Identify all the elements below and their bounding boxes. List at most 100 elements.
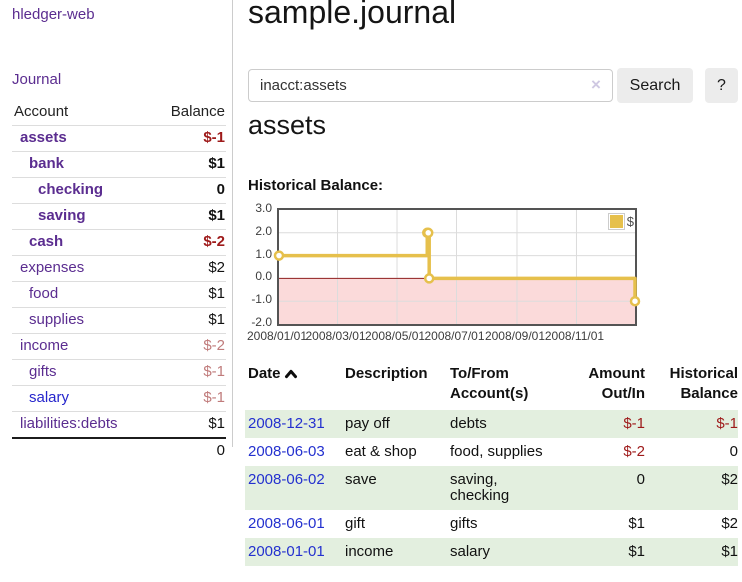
register-col-date[interactable]: Date bbox=[245, 362, 342, 410]
account-balance: 0 bbox=[216, 181, 225, 198]
x-axis-tick: 2008/05/01 bbox=[364, 329, 426, 343]
nav-journal-link[interactable]: Journal bbox=[12, 71, 62, 88]
x-axis-tick: 2008/11/01 bbox=[544, 329, 605, 343]
account-balance: $1 bbox=[208, 311, 225, 328]
account-balance: $2 bbox=[208, 259, 225, 276]
search-input[interactable] bbox=[248, 69, 613, 102]
account-link[interactable]: food bbox=[29, 285, 59, 302]
register-table-body: 2008-12-31 pay off debts $-1 $-1 2008-06-03 ea… bbox=[245, 410, 738, 566]
y-axis-tick: 3.0 bbox=[255, 201, 272, 215]
account-row: supplies $1 bbox=[12, 307, 226, 334]
register-col-date-label: Date bbox=[248, 365, 281, 382]
account-row: expenses $2 bbox=[12, 255, 226, 282]
x-axis-tick: 2008/03/01 bbox=[305, 329, 366, 343]
register-date-link[interactable]: 2008-01-01 bbox=[248, 543, 325, 560]
account-heading: assets bbox=[248, 110, 327, 140]
chart-heading: Historical Balance: bbox=[248, 177, 384, 194]
search-button[interactable]: Search bbox=[617, 68, 693, 103]
account-row: income $-2 bbox=[12, 333, 226, 360]
chart-plot-area: $ bbox=[273, 208, 641, 326]
register-col-description: Description bbox=[345, 365, 428, 382]
x-axis-tick: 2008/07/01 bbox=[424, 329, 485, 343]
register-header-row: Date Description To/From Account(s) Amou… bbox=[245, 362, 738, 410]
register-balance: $2 bbox=[721, 471, 738, 488]
account-link[interactable]: income bbox=[20, 337, 69, 354]
register-amount: $-1 bbox=[623, 415, 645, 432]
y-axis-tick: -2.0 bbox=[251, 315, 272, 329]
register-accounts: food, supplies bbox=[450, 443, 543, 460]
account-balance: $-2 bbox=[203, 233, 225, 250]
register-description: pay off bbox=[345, 415, 390, 432]
account-balance: $1 bbox=[208, 155, 225, 172]
account-row: salary $-1 bbox=[12, 385, 226, 412]
register-amount: $1 bbox=[628, 543, 645, 560]
balance-chart: $ 3.0 2.0 1.0 0.0 -1.0 -2.0 2008/01/01 2008/03… bbox=[245, 200, 742, 350]
search-form: × Search ? bbox=[248, 68, 742, 104]
accounts-col-balance: Balance bbox=[170, 103, 225, 120]
register-row: 2008-01-01 income salary $1 $1 bbox=[245, 538, 738, 566]
sidebar: hledger-web Journal Account Balance asse… bbox=[0, 0, 233, 459]
account-balance: $1 bbox=[208, 285, 225, 302]
x-axis-tick: 2008/09/01 bbox=[484, 329, 545, 343]
register-date-link[interactable]: 2008-12-31 bbox=[248, 415, 325, 432]
account-row: liabilities:debts $1 bbox=[12, 411, 226, 439]
x-axis-tick: 2008/01/01 bbox=[246, 329, 308, 343]
sort-ascending-icon bbox=[284, 369, 297, 379]
account-balance: $1 bbox=[208, 207, 225, 224]
register-amount: 0 bbox=[636, 471, 645, 488]
account-balance: $-2 bbox=[203, 337, 225, 354]
accounts-table: Account Balance assets $-1 bank $1 checking 0… bbox=[12, 100, 226, 463]
register-description: income bbox=[345, 543, 394, 560]
clear-search-icon[interactable]: × bbox=[591, 75, 601, 94]
account-link[interactable]: cash bbox=[29, 233, 64, 250]
register-balance: $-1 bbox=[716, 415, 738, 432]
register-balance: $1 bbox=[721, 543, 738, 560]
y-axis-tick: 1.0 bbox=[255, 246, 272, 261]
app-title-link[interactable]: hledger-web bbox=[12, 6, 95, 23]
account-link[interactable]: checking bbox=[38, 181, 104, 198]
account-link[interactable]: salary bbox=[29, 389, 70, 406]
register-balance: 0 bbox=[729, 443, 738, 460]
account-link[interactable]: saving bbox=[38, 207, 86, 224]
account-balance: $-1 bbox=[203, 363, 225, 380]
account-row: checking 0 bbox=[12, 177, 226, 204]
accounts-col-account: Account bbox=[14, 103, 69, 120]
account-balance: $-1 bbox=[203, 389, 225, 406]
accounts-total-row: 0 bbox=[12, 438, 226, 463]
register-date-link[interactable]: 2008-06-01 bbox=[248, 515, 325, 532]
account-link[interactable]: expenses bbox=[20, 259, 85, 276]
register-row: 2008-06-02 save saving, checking 0 $2 bbox=[245, 466, 738, 510]
help-button[interactable]: ? bbox=[705, 68, 738, 103]
chart-canvas bbox=[273, 210, 641, 324]
register-table: Date Description To/From Account(s) Amou… bbox=[245, 362, 738, 566]
account-link[interactable]: supplies bbox=[29, 311, 85, 328]
account-row: cash $-2 bbox=[12, 229, 226, 256]
register-balance: $2 bbox=[721, 515, 738, 532]
register-description: save bbox=[345, 471, 377, 488]
account-row: gifts $-1 bbox=[12, 359, 226, 386]
y-axis-tick: 2.0 bbox=[255, 223, 272, 238]
register-col-balance: Historical Balance bbox=[669, 365, 738, 402]
account-link[interactable]: gifts bbox=[29, 363, 57, 380]
register-amount: $-2 bbox=[623, 443, 645, 460]
register-date-link[interactable]: 2008-06-02 bbox=[248, 471, 325, 488]
chart-legend: $ bbox=[607, 213, 634, 230]
register-accounts: debts bbox=[450, 415, 487, 432]
register-accounts: gifts bbox=[450, 515, 478, 532]
register-row: 2008-06-03 eat & shop food, supplies $-2 0 bbox=[245, 438, 738, 466]
register-col-accounts: To/From Account(s) bbox=[450, 365, 529, 402]
account-row: saving $1 bbox=[12, 203, 226, 230]
page-title: sample.journal bbox=[248, 0, 457, 30]
account-balance: $-1 bbox=[203, 129, 225, 146]
account-link[interactable]: liabilities:debts bbox=[20, 415, 118, 432]
y-axis-tick: 0.0 bbox=[255, 269, 272, 284]
main-content: sample.journal × Search ? assets Histori… bbox=[245, 0, 742, 582]
account-link[interactable]: bank bbox=[29, 155, 65, 172]
register-description: gift bbox=[345, 515, 366, 532]
register-row: 2008-06-01 gift gifts $1 $2 bbox=[245, 510, 738, 538]
legend-label: $ bbox=[626, 214, 634, 229]
account-link[interactable]: assets bbox=[20, 129, 67, 146]
account-row: food $1 bbox=[12, 281, 226, 308]
register-date-link[interactable]: 2008-06-03 bbox=[248, 443, 325, 460]
register-amount: $1 bbox=[628, 515, 645, 532]
